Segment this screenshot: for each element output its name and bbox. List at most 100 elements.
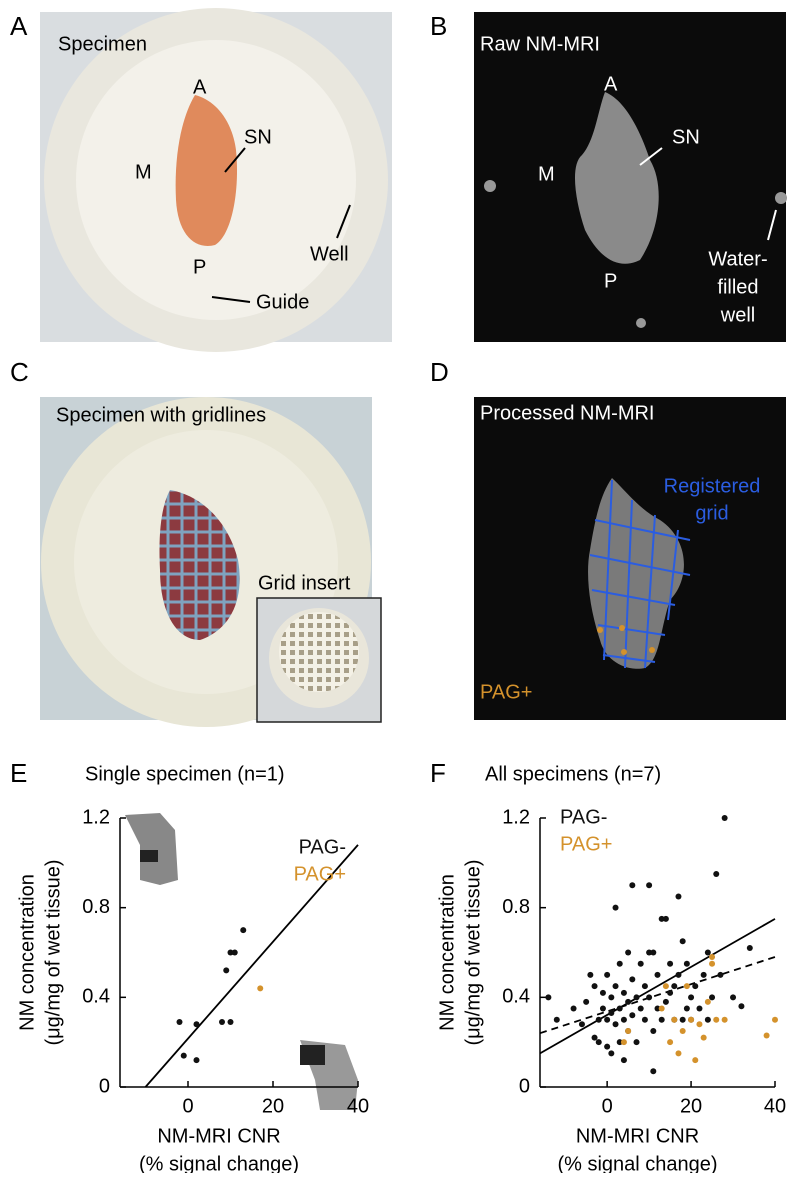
point [709,994,716,1001]
point [240,927,247,934]
specimen [574,92,659,264]
point [683,983,690,990]
point [650,1027,657,1034]
point [612,1021,619,1028]
point [633,1039,640,1046]
point [620,1039,627,1046]
label: A [193,76,207,98]
specimen [159,490,240,640]
point [667,989,674,996]
point [637,960,644,967]
x-tick-label: 20 [680,1095,702,1117]
point [625,1027,632,1034]
point [658,915,665,922]
point [709,953,716,960]
point [721,1016,728,1023]
point [612,904,619,911]
legend-entry: PAG+ [294,863,346,885]
label: Registered [664,475,761,497]
panel-d: D Processed NM-MRI Registered grid PAG+ [430,357,786,720]
point [713,871,720,878]
point [625,949,632,956]
point [641,983,648,990]
point [646,882,653,889]
panel-a: A Specimen A SN M Well P Guide [10,8,392,352]
point [713,1016,720,1023]
point [193,1021,200,1028]
point [583,998,590,1005]
point [633,994,640,1001]
panel-b: B Raw NM-MRI A SN M P Water- filled well [430,11,787,342]
point [709,960,716,967]
point [654,971,661,978]
point [595,1039,602,1046]
x-axis-label: NM-MRI CNR [576,1125,699,1147]
point [671,983,678,990]
panel-label: B [430,11,447,41]
point [591,1034,598,1041]
label: M [538,163,555,185]
point [675,1050,682,1057]
label: P [193,256,206,278]
point [629,976,636,983]
point [176,1018,183,1025]
x-tick-label: 0 [602,1095,613,1117]
point [679,938,686,945]
label: well [720,304,755,326]
x-tick-label: 20 [262,1095,284,1117]
point [650,949,657,956]
y-axis-label: (μg/mg of wet tissue) [462,859,484,1045]
point [629,1012,636,1019]
panel-label: D [430,357,449,387]
point [675,893,682,900]
point [662,983,669,990]
specimen [175,95,238,246]
y-tick-label: 0 [99,1075,110,1097]
point [616,960,623,967]
point [679,1027,686,1034]
point [717,971,724,978]
point [620,1016,627,1023]
y-axis-label: NM concentration [436,874,458,1031]
point [587,971,594,978]
point [667,960,674,967]
y-axis-label: (μg/mg of wet tissue) [42,859,64,1045]
point [646,949,653,956]
point [599,989,606,996]
point [620,1057,627,1064]
point [721,815,728,821]
x-axis-label: NM-MRI CNR [157,1125,280,1147]
point [231,949,238,956]
label: Well [310,243,349,265]
panel-label: E [10,758,27,788]
point [688,1016,695,1023]
point [219,1018,225,1025]
point [608,1010,615,1017]
point [746,945,753,952]
point [688,994,695,1001]
label: Processed NM-MRI [480,402,654,424]
point [704,949,711,956]
point [700,971,707,978]
point [772,1016,778,1023]
point [704,998,711,1005]
thumbnail [125,813,358,1110]
point [675,971,682,978]
x-axis-label: (% signal change) [557,1153,717,1173]
y-tick-label: 0.4 [502,986,530,1008]
point [658,1005,665,1012]
label: Raw NM-MRI [480,33,600,55]
label: grid [695,502,728,524]
legend-entry: PAG- [299,836,346,858]
point [604,971,611,978]
point [553,1016,560,1023]
point [700,1034,707,1041]
point [696,1005,703,1012]
point [662,998,669,1005]
y-tick-label: 0.8 [502,896,530,918]
panel-label: A [10,11,28,41]
point [646,994,653,1001]
point [227,949,234,956]
point [608,1050,615,1057]
y-tick-label: 0.8 [82,896,110,918]
